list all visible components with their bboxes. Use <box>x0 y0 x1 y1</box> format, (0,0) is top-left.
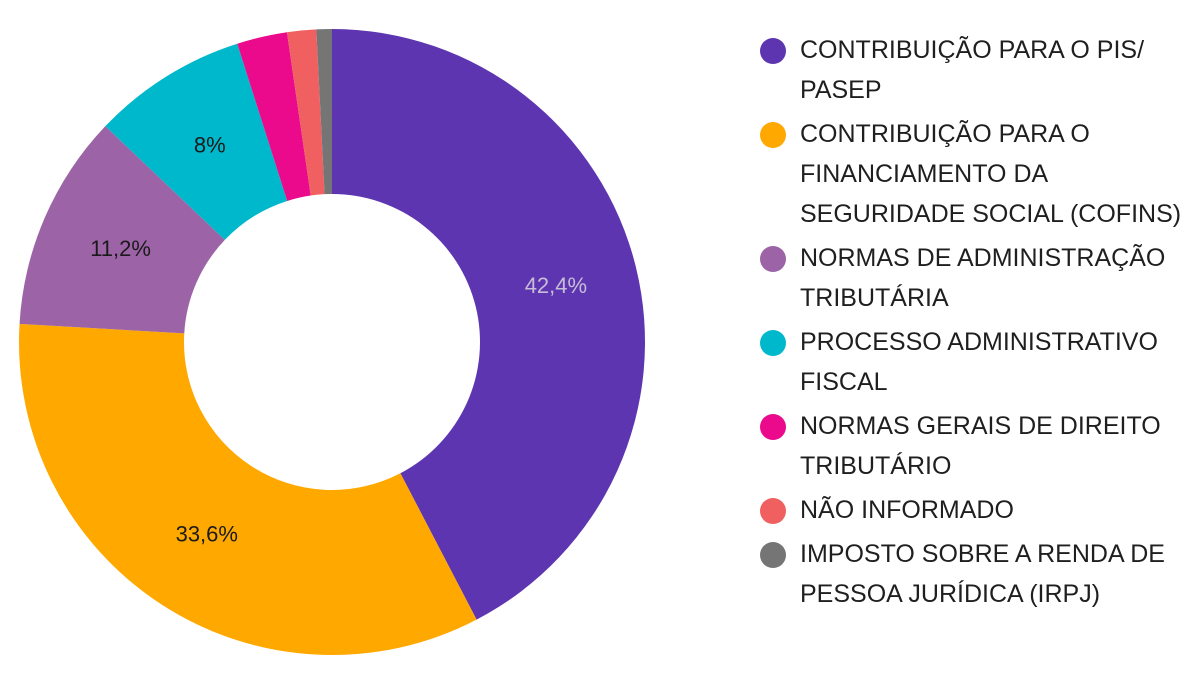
donut-slice-0[interactable] <box>332 29 645 620</box>
legend-swatch <box>760 498 786 524</box>
legend-label: PROCESSO ADMINISTRATIVO FISCAL <box>800 328 1158 396</box>
slice-value-label: 11,2% <box>90 236 151 261</box>
legend-item-irpj[interactable]: IMPOSTO SOBRE A RENDA DE PESSOA JURÍDICA… <box>760 534 1190 614</box>
legend-swatch <box>760 414 786 440</box>
legend-label: NÃO INFORMADO <box>800 496 1014 524</box>
donut-slice-1[interactable] <box>18 323 477 656</box>
legend-swatch <box>760 542 786 568</box>
legend-swatch <box>760 38 786 64</box>
legend-swatch <box>760 122 786 148</box>
slice-value-label: 8% <box>194 132 226 157</box>
legend-label: CONTRIBUIÇÃO PARA O FINANCIAMENTO DA SEG… <box>800 120 1182 228</box>
legend-swatch <box>760 330 786 356</box>
donut-chart: 42,4% 33,6% 11,2% 8% <box>18 29 645 656</box>
legend-label: NORMAS DE ADMINISTRAÇÃO TRIBUTÁRIA <box>800 244 1166 312</box>
chart-legend: CONTRIBUIÇÃO PARA O PIS/ PASEP CONTRIBUI… <box>760 30 1190 618</box>
legend-item-cofins[interactable]: CONTRIBUIÇÃO PARA O FINANCIAMENTO DA SEG… <box>760 114 1190 234</box>
donut-slice-5[interactable] <box>286 29 325 196</box>
slice-value-label: 33,6% <box>176 521 238 546</box>
legend-item-normas-gerais[interactable]: NORMAS GERAIS DE DIREITO TRIBUTÁRIO <box>760 406 1190 486</box>
donut-slice-6[interactable] <box>316 29 332 195</box>
donut-slice-2[interactable] <box>19 126 225 334</box>
legend-label: NORMAS GERAIS DE DIREITO TRIBUTÁRIO <box>800 412 1161 480</box>
legend-item-processo-fiscal[interactable]: PROCESSO ADMINISTRATIVO FISCAL <box>760 322 1190 402</box>
legend-label: IMPOSTO SOBRE A RENDA DE PESSOA JURÍDICA… <box>800 540 1165 608</box>
legend-label: CONTRIBUIÇÃO PARA O PIS/ PASEP <box>800 36 1145 104</box>
legend-item-pis-pasep[interactable]: CONTRIBUIÇÃO PARA O PIS/ PASEP <box>760 30 1190 110</box>
legend-swatch <box>760 246 786 272</box>
donut-slice-3[interactable] <box>105 43 288 240</box>
legend-item-normas-administracao[interactable]: NORMAS DE ADMINISTRAÇÃO TRIBUTÁRIA <box>760 238 1190 318</box>
donut-slice-4[interactable] <box>237 32 311 201</box>
slice-value-label: 42,4% <box>525 273 587 298</box>
legend-item-nao-informado[interactable]: NÃO INFORMADO <box>760 490 1190 530</box>
